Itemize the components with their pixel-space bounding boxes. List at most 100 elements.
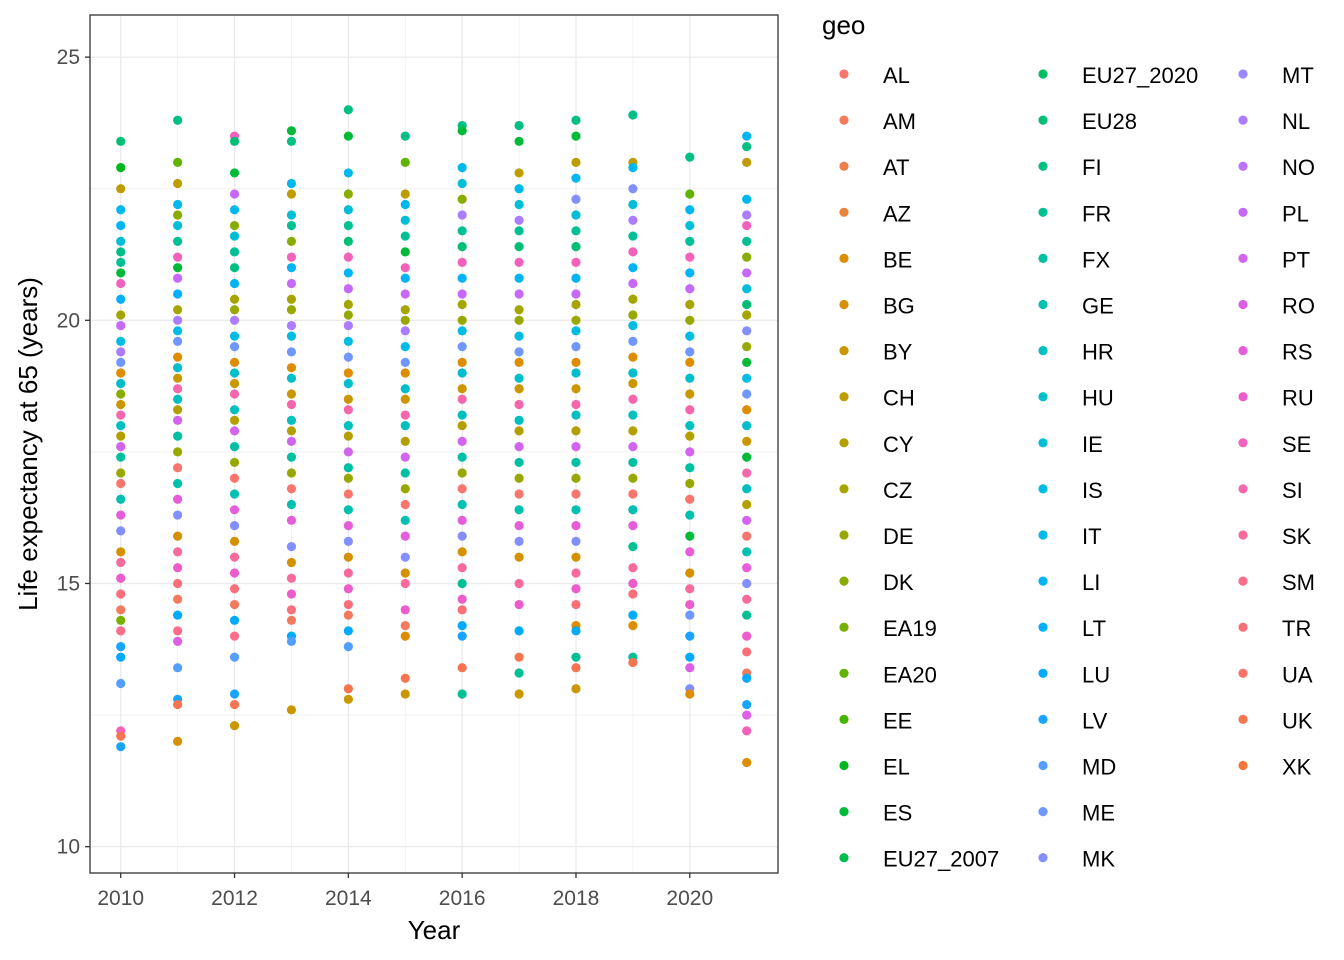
data-point bbox=[742, 284, 752, 294]
legend-label-ch: CH bbox=[883, 386, 915, 411]
data-point bbox=[742, 436, 752, 446]
data-point bbox=[628, 336, 638, 346]
data-point bbox=[628, 657, 638, 668]
data-point bbox=[571, 410, 581, 420]
legend-key-al bbox=[839, 69, 849, 79]
data-point bbox=[286, 557, 297, 568]
data-point bbox=[400, 384, 410, 394]
data-point bbox=[229, 415, 240, 425]
data-point bbox=[628, 163, 638, 173]
data-point bbox=[173, 415, 183, 425]
data-point bbox=[229, 721, 240, 731]
data-point bbox=[685, 431, 695, 441]
data-point bbox=[685, 610, 695, 620]
data-point bbox=[343, 336, 353, 346]
legend-label-fr: FR bbox=[1082, 201, 1111, 226]
data-point bbox=[685, 299, 695, 310]
data-point bbox=[742, 268, 752, 278]
data-point bbox=[173, 352, 183, 362]
data-point bbox=[400, 410, 410, 420]
y-axis-title: Life expectancy at 65 (years) bbox=[13, 277, 43, 611]
data-point bbox=[173, 736, 183, 747]
data-point bbox=[229, 368, 240, 378]
legend-key-lv bbox=[1038, 714, 1048, 725]
data-point bbox=[685, 331, 695, 341]
data-point bbox=[116, 268, 126, 278]
legend-label-hr: HR bbox=[1082, 340, 1114, 365]
data-point bbox=[457, 289, 467, 299]
legend-title: geo bbox=[822, 10, 865, 40]
legend-label-sm: SM bbox=[1282, 570, 1315, 595]
data-point bbox=[457, 299, 467, 310]
data-point bbox=[742, 389, 752, 399]
data-point bbox=[514, 315, 524, 325]
data-point bbox=[457, 484, 467, 494]
data-point bbox=[400, 263, 410, 273]
data-point bbox=[229, 505, 240, 515]
data-point bbox=[628, 184, 638, 194]
data-point bbox=[400, 289, 410, 299]
data-point bbox=[742, 310, 752, 320]
data-point bbox=[457, 178, 467, 189]
data-point bbox=[400, 157, 410, 167]
data-point bbox=[628, 199, 638, 210]
data-point bbox=[571, 599, 581, 610]
legend-label-md: MD bbox=[1082, 755, 1116, 780]
data-point bbox=[400, 247, 410, 257]
data-point bbox=[116, 410, 126, 420]
data-point bbox=[173, 373, 183, 383]
data-point bbox=[457, 594, 467, 604]
data-point bbox=[400, 631, 410, 641]
data-point bbox=[116, 257, 126, 267]
legend-label-it: IT bbox=[1082, 524, 1102, 549]
data-point bbox=[229, 536, 240, 546]
data-point bbox=[229, 699, 240, 710]
data-point bbox=[173, 447, 183, 457]
data-point bbox=[343, 536, 353, 546]
data-point bbox=[628, 426, 638, 436]
data-point bbox=[514, 136, 524, 146]
data-point bbox=[229, 599, 240, 610]
data-point bbox=[229, 405, 240, 415]
data-point bbox=[400, 531, 410, 541]
x-tick-label: 2010 bbox=[97, 887, 144, 910]
data-point bbox=[571, 505, 581, 515]
data-point bbox=[628, 578, 638, 589]
data-point bbox=[286, 573, 297, 583]
legend-key-ge bbox=[1038, 299, 1048, 310]
data-point bbox=[116, 320, 126, 331]
legend-key-el bbox=[839, 760, 849, 771]
data-point bbox=[173, 531, 183, 541]
data-point bbox=[628, 589, 638, 599]
data-point bbox=[229, 615, 240, 625]
legend-label-el: EL bbox=[883, 755, 910, 780]
data-point bbox=[400, 689, 410, 699]
data-point bbox=[229, 278, 240, 289]
data-point bbox=[628, 278, 638, 289]
data-point bbox=[457, 689, 467, 699]
data-point bbox=[116, 236, 126, 246]
data-point bbox=[116, 184, 126, 194]
data-point bbox=[343, 431, 353, 441]
data-point bbox=[173, 610, 183, 620]
data-point bbox=[742, 373, 752, 383]
data-point bbox=[571, 489, 581, 499]
legend-key-at bbox=[839, 161, 849, 171]
data-point bbox=[343, 352, 353, 362]
legend-label-eu27_2007: EU27_2007 bbox=[883, 847, 999, 872]
data-point bbox=[343, 642, 353, 652]
data-point bbox=[685, 252, 695, 262]
data-point bbox=[628, 378, 638, 389]
data-point bbox=[400, 357, 410, 368]
data-point bbox=[229, 378, 240, 389]
data-point bbox=[742, 194, 752, 204]
data-point bbox=[628, 520, 638, 531]
legend-label-lt: LT bbox=[1082, 616, 1106, 641]
data-point bbox=[229, 457, 240, 468]
data-point bbox=[343, 626, 353, 636]
data-point bbox=[116, 626, 126, 636]
legend-key-hr bbox=[1038, 346, 1048, 356]
data-point bbox=[229, 568, 240, 578]
data-point bbox=[571, 315, 581, 325]
data-point bbox=[514, 689, 524, 699]
